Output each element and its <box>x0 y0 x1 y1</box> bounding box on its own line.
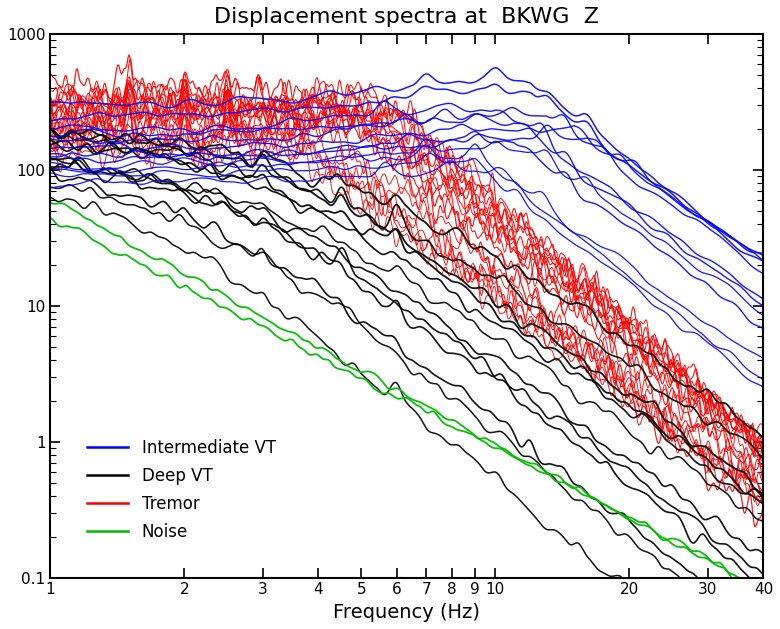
X-axis label: Frequency (Hz): Frequency (Hz) <box>333 603 480 622</box>
Title: Displacement spectra at  BKWG  Z: Displacement spectra at BKWG Z <box>215 7 599 27</box>
Legend: Intermediate VT, Deep VT, Tremor, Noise: Intermediate VT, Deep VT, Tremor, Noise <box>80 432 282 548</box>
